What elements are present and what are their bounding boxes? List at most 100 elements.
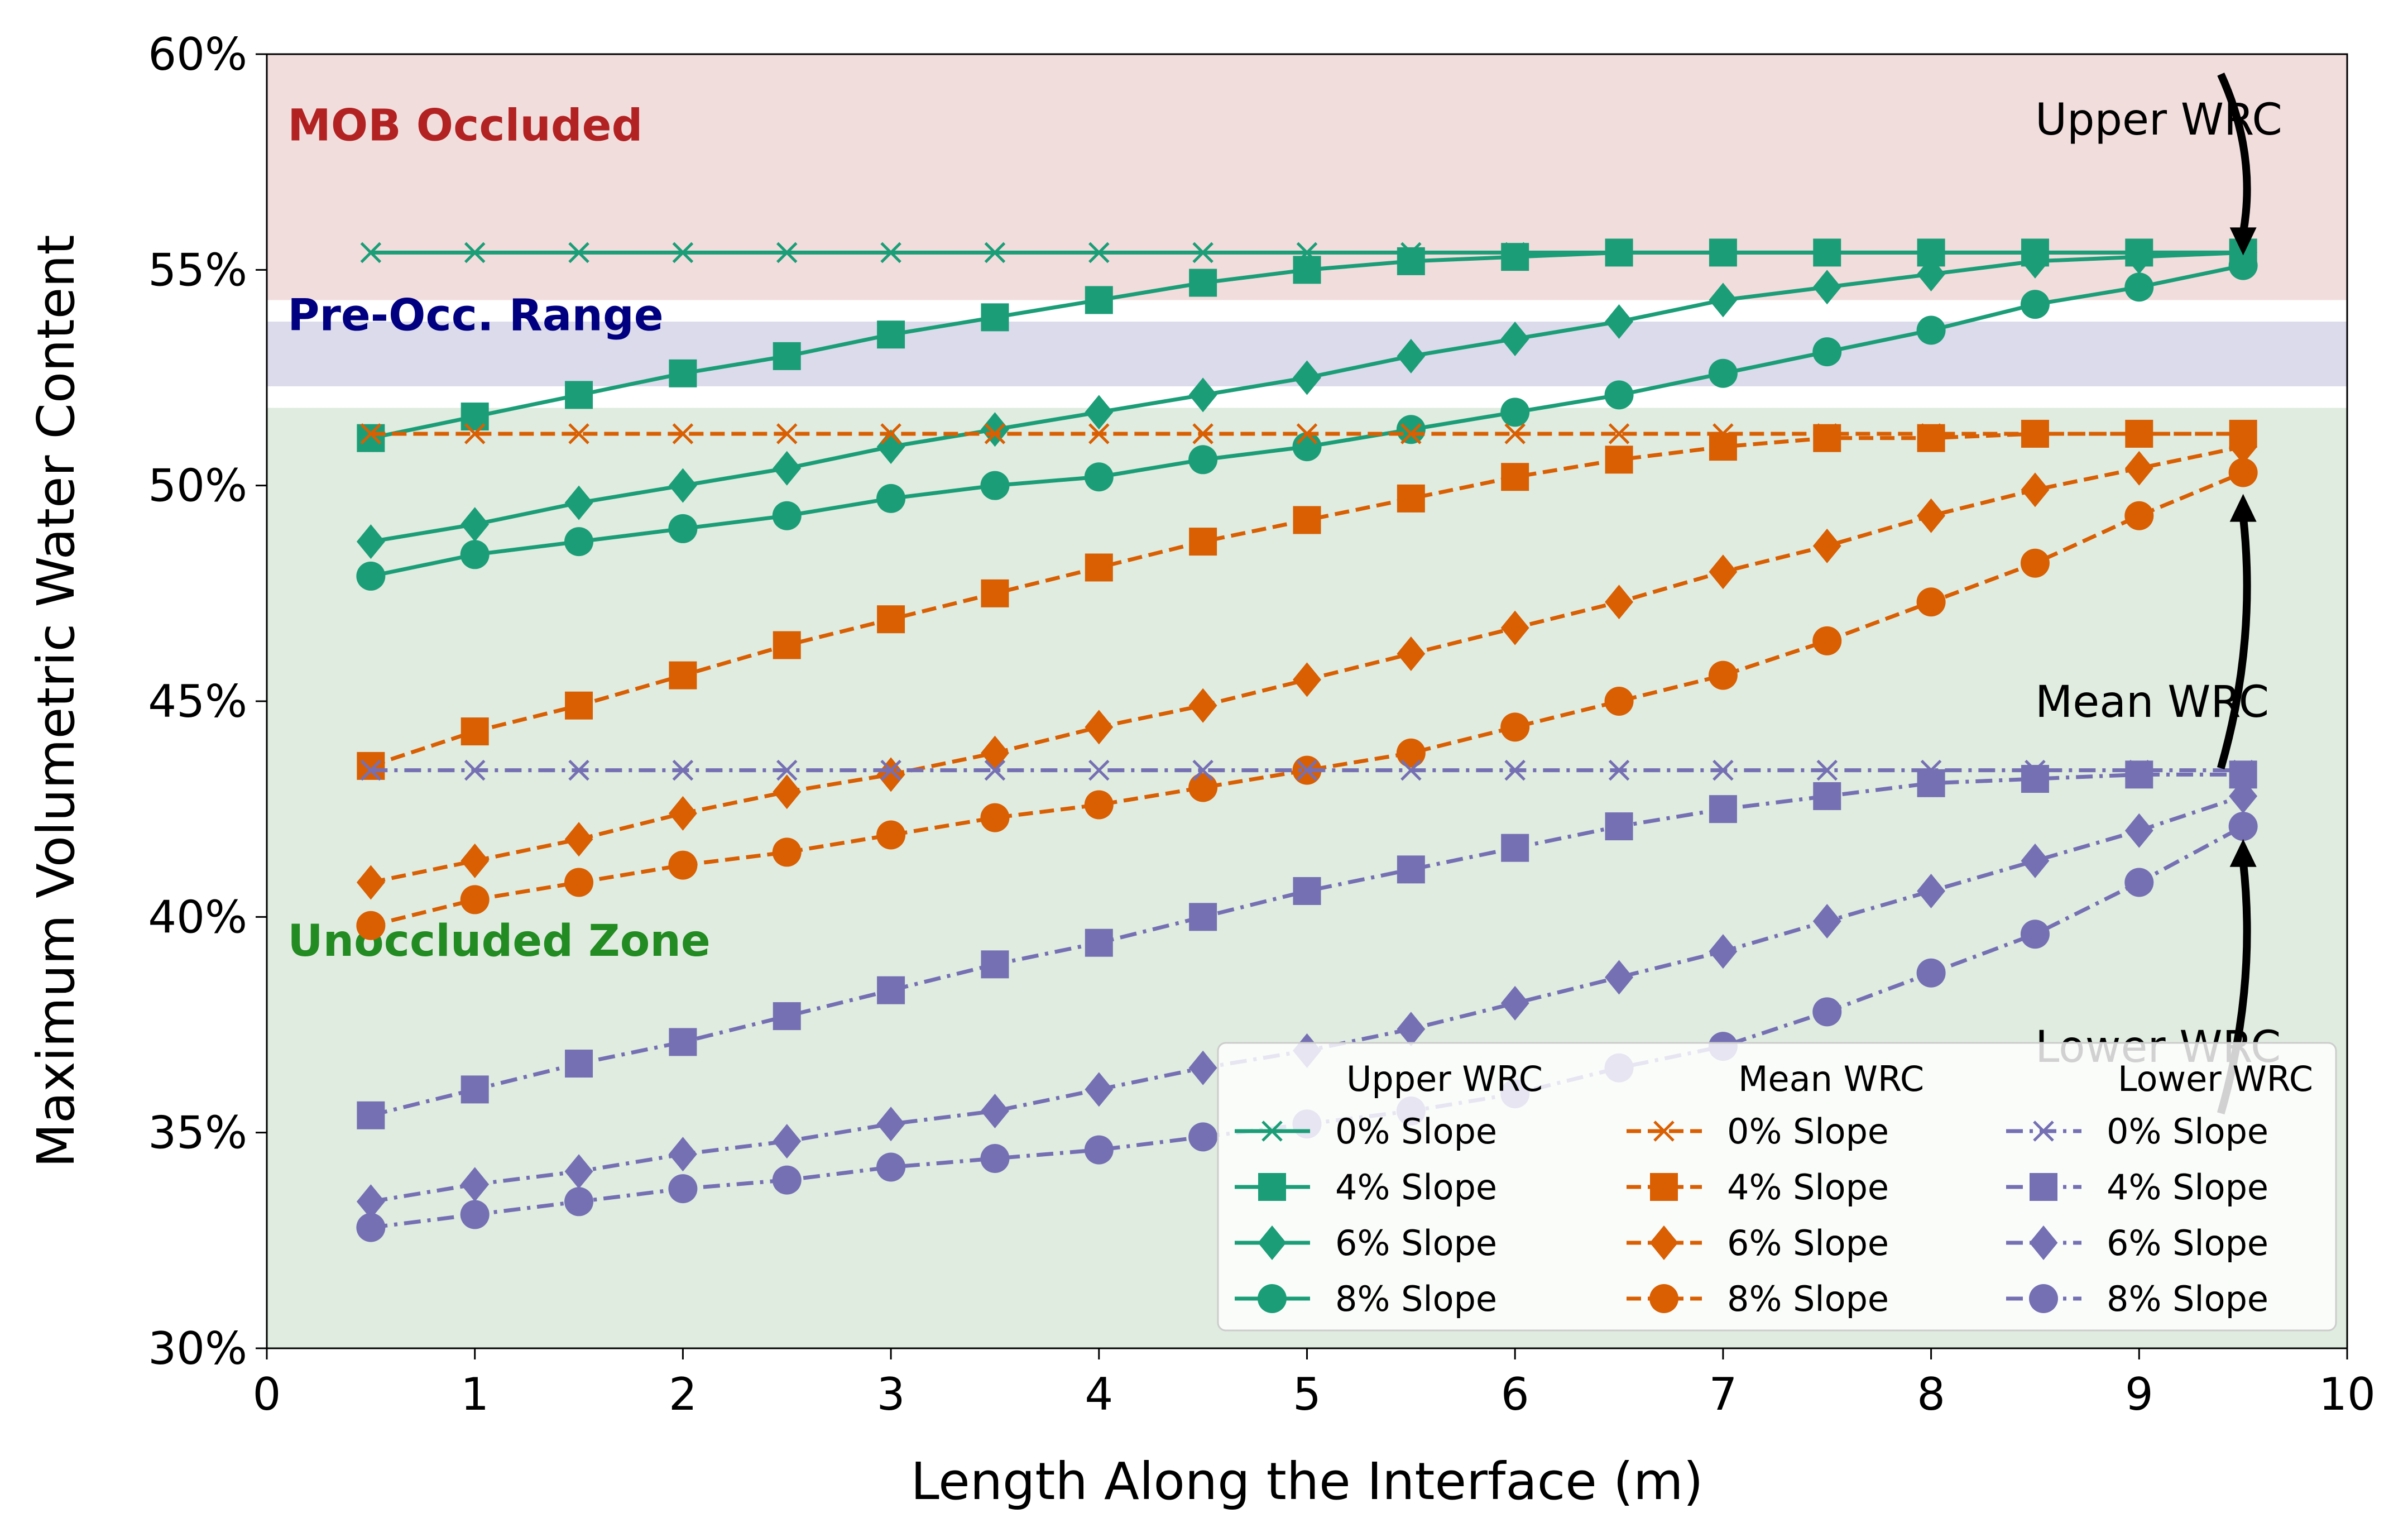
data-point [1085,710,1114,745]
data-point [564,527,594,557]
y-tick-label: 35% [148,1107,247,1159]
data-point [1292,432,1322,462]
data-point [1085,395,1114,430]
legend-marker [1258,1225,1287,1260]
data-point [772,837,802,867]
data-point [568,423,589,444]
data-point [776,759,798,781]
data-point [1085,1072,1114,1107]
legend-marker [1258,1284,1287,1313]
data-point [668,1174,698,1204]
data-point [984,242,1006,264]
data-point [1504,423,1526,444]
x-tick-label: 8 [1917,1368,1945,1420]
data-point [1812,626,1842,655]
data-point [1917,424,1945,452]
data-point [360,759,382,781]
annotation-arrow [2217,515,2251,769]
x-axis-ticks: 0 1 2 3 4 5 6 7 8 9 10 [253,1348,2376,1420]
legend-marker [1653,1121,1675,1142]
data-point [1088,242,1110,264]
annotation-arrowhead [2229,494,2257,522]
data-point [1500,321,1529,356]
data-point [357,751,385,780]
data-point [1084,790,1114,820]
data-point [460,540,490,569]
x-tick-label: 1 [461,1368,489,1420]
data-point [1605,960,1633,995]
data-point [1189,528,1217,556]
x-tick-label: 4 [1085,1368,1113,1420]
data-point [1189,269,1217,297]
data-point [2228,251,2258,280]
y-tick-label: 60% [148,28,247,80]
data-point [568,759,589,781]
data-point [773,631,801,659]
data-point [360,242,382,264]
data-point [669,359,697,387]
data-point [876,483,906,513]
zone-label: Unoccluded Zone [287,916,711,966]
data-point [1397,1012,1426,1047]
legend-group-title: Lower WRC [2118,1059,2313,1099]
data-point [1605,585,1633,620]
legend-marker [2030,1173,2057,1201]
data-point [464,759,486,781]
data-point [1084,1135,1114,1165]
legend-entry-label: 0% Slope [2107,1111,2268,1152]
data-point [981,303,1009,332]
data-point [1713,759,1734,781]
data-point [1296,423,1318,444]
data-point [1501,463,1529,491]
legend-entry-label: 8% Slope [2107,1279,2268,1319]
data-point [356,1213,386,1242]
x-tick-label: 3 [877,1368,905,1420]
legend-entry-label: 4% Slope [1335,1167,1497,1208]
data-point [1608,759,1630,781]
data-point [1917,257,1946,292]
data-point [773,774,802,810]
data-point [1188,1050,1217,1085]
data-point [2229,778,2258,813]
legend-entry-label: 4% Slope [2107,1167,2268,1208]
data-point [461,843,490,878]
y-tick-label: 40% [148,891,247,943]
data-point [460,885,490,914]
legend-entry-label: 6% Slope [1727,1223,1889,1263]
data-point [2125,419,2153,448]
data-point [1192,759,1213,781]
data-point [565,1050,593,1078]
data-point [2021,765,2049,793]
data-point [460,1200,490,1229]
data-point [668,468,697,503]
data-point [984,759,1006,781]
y-tick-label: 55% [148,244,247,296]
x-tick-label: 7 [1709,1368,1737,1420]
data-point [1400,423,1422,444]
data-point [461,507,490,542]
data-point [2124,240,2153,275]
data-point [1812,270,1841,305]
data-point [668,1137,697,1172]
data-point [356,561,386,591]
data-point [668,850,698,880]
legend-group-title: Upper WRC [1346,1059,1543,1099]
data-point [1708,358,1738,388]
data-point [1816,759,1838,781]
y-tick-label: 30% [148,1323,247,1375]
legend-entry-label: 8% Slope [1335,1279,1497,1319]
data-point [772,501,802,530]
y-axis-label: Maximum Volumetric Water Content [26,234,86,1167]
data-point [981,579,1009,607]
data-point [564,1187,594,1217]
data-point [876,757,905,792]
legend-entry-label: 4% Slope [1727,1167,1889,1208]
data-point [776,242,798,264]
data-point [2020,548,2050,578]
data-point [981,412,1009,447]
legend-box [1217,1042,2337,1332]
data-point [1812,997,1842,1027]
data-point [1188,688,1217,723]
data-point [980,471,1010,500]
